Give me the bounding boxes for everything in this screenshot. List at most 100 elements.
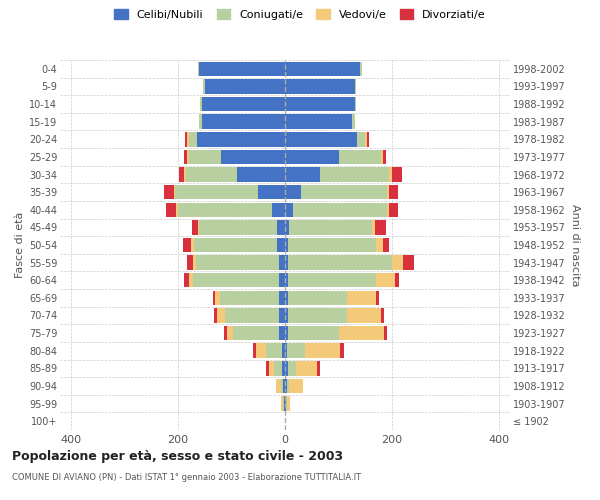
Bar bbox=[214, 308, 217, 322]
Bar bbox=[220, 290, 278, 305]
Bar bbox=[185, 132, 187, 146]
Bar bbox=[358, 132, 365, 146]
Bar bbox=[376, 273, 395, 287]
Bar bbox=[293, 202, 387, 217]
Bar bbox=[197, 132, 285, 146]
Bar bbox=[175, 185, 258, 200]
Bar bbox=[205, 79, 285, 94]
Bar bbox=[166, 202, 176, 217]
Bar bbox=[184, 273, 188, 287]
Bar bbox=[355, 79, 356, 94]
Bar bbox=[188, 273, 193, 287]
Bar bbox=[186, 168, 237, 181]
Bar bbox=[176, 202, 178, 217]
Bar bbox=[285, 378, 287, 393]
Bar bbox=[278, 273, 285, 287]
Bar bbox=[199, 220, 277, 234]
Bar bbox=[285, 326, 287, 340]
Bar bbox=[184, 150, 187, 164]
Bar bbox=[389, 168, 392, 181]
Bar bbox=[287, 378, 289, 393]
Bar bbox=[285, 344, 287, 358]
Text: COMUNE DI AVIANO (PN) - Dati ISTAT 1° gennaio 2003 - Elaborazione TUTTITALIA.IT: COMUNE DI AVIANO (PN) - Dati ISTAT 1° ge… bbox=[12, 472, 361, 482]
Bar bbox=[287, 238, 376, 252]
Bar bbox=[183, 238, 191, 252]
Bar bbox=[202, 114, 285, 129]
Bar bbox=[287, 361, 296, 376]
Bar bbox=[184, 168, 186, 181]
Bar bbox=[187, 256, 193, 270]
Bar bbox=[382, 308, 384, 322]
Bar bbox=[395, 273, 399, 287]
Bar bbox=[285, 168, 320, 181]
Bar bbox=[285, 396, 286, 411]
Bar bbox=[376, 238, 383, 252]
Bar bbox=[285, 185, 301, 200]
Bar bbox=[188, 150, 221, 164]
Bar bbox=[266, 344, 283, 358]
Bar bbox=[199, 62, 285, 76]
Bar bbox=[392, 168, 402, 181]
Bar bbox=[287, 326, 338, 340]
Bar bbox=[258, 185, 285, 200]
Bar bbox=[164, 185, 173, 200]
Bar bbox=[191, 238, 194, 252]
Bar bbox=[289, 220, 373, 234]
Bar bbox=[197, 62, 199, 76]
Bar bbox=[387, 185, 389, 200]
Bar bbox=[178, 202, 272, 217]
Text: Popolazione per età, sesso e stato civile - 2003: Popolazione per età, sesso e stato civil… bbox=[12, 450, 343, 463]
Bar bbox=[347, 290, 376, 305]
Bar bbox=[277, 378, 281, 393]
Bar bbox=[403, 256, 413, 270]
Bar bbox=[289, 378, 302, 393]
Bar bbox=[217, 308, 225, 322]
Bar bbox=[281, 378, 283, 393]
Bar bbox=[389, 202, 398, 217]
Bar bbox=[296, 361, 317, 376]
Bar bbox=[287, 344, 305, 358]
Bar bbox=[287, 290, 347, 305]
Bar bbox=[202, 97, 285, 112]
Bar bbox=[278, 308, 285, 322]
Bar bbox=[360, 62, 362, 76]
Bar bbox=[199, 114, 202, 129]
Bar bbox=[376, 290, 379, 305]
Bar bbox=[285, 290, 287, 305]
Y-axis label: Anni di nascita: Anni di nascita bbox=[570, 204, 580, 286]
Bar bbox=[274, 361, 283, 376]
Bar bbox=[278, 290, 285, 305]
Bar bbox=[253, 344, 256, 358]
Bar bbox=[338, 150, 382, 164]
Bar bbox=[285, 273, 287, 287]
Bar bbox=[392, 256, 403, 270]
Bar bbox=[193, 273, 278, 287]
Bar bbox=[338, 326, 384, 340]
Bar bbox=[277, 238, 285, 252]
Bar bbox=[285, 97, 355, 112]
Bar bbox=[283, 396, 284, 411]
Bar bbox=[173, 185, 175, 200]
Bar bbox=[383, 150, 386, 164]
Bar bbox=[278, 326, 285, 340]
Bar bbox=[266, 361, 269, 376]
Bar bbox=[196, 256, 278, 270]
Bar bbox=[187, 150, 188, 164]
Bar bbox=[383, 238, 389, 252]
Bar bbox=[285, 62, 360, 76]
Bar bbox=[221, 150, 285, 164]
Bar bbox=[375, 220, 386, 234]
Bar bbox=[301, 185, 387, 200]
Bar bbox=[203, 79, 205, 94]
Bar bbox=[285, 308, 287, 322]
Bar bbox=[277, 220, 285, 234]
Bar bbox=[373, 220, 375, 234]
Bar bbox=[272, 202, 285, 217]
Bar bbox=[227, 326, 233, 340]
Bar bbox=[367, 132, 368, 146]
Bar bbox=[317, 361, 320, 376]
Bar bbox=[225, 308, 278, 322]
Bar bbox=[187, 132, 188, 146]
Bar bbox=[287, 273, 376, 287]
Bar bbox=[320, 168, 389, 181]
